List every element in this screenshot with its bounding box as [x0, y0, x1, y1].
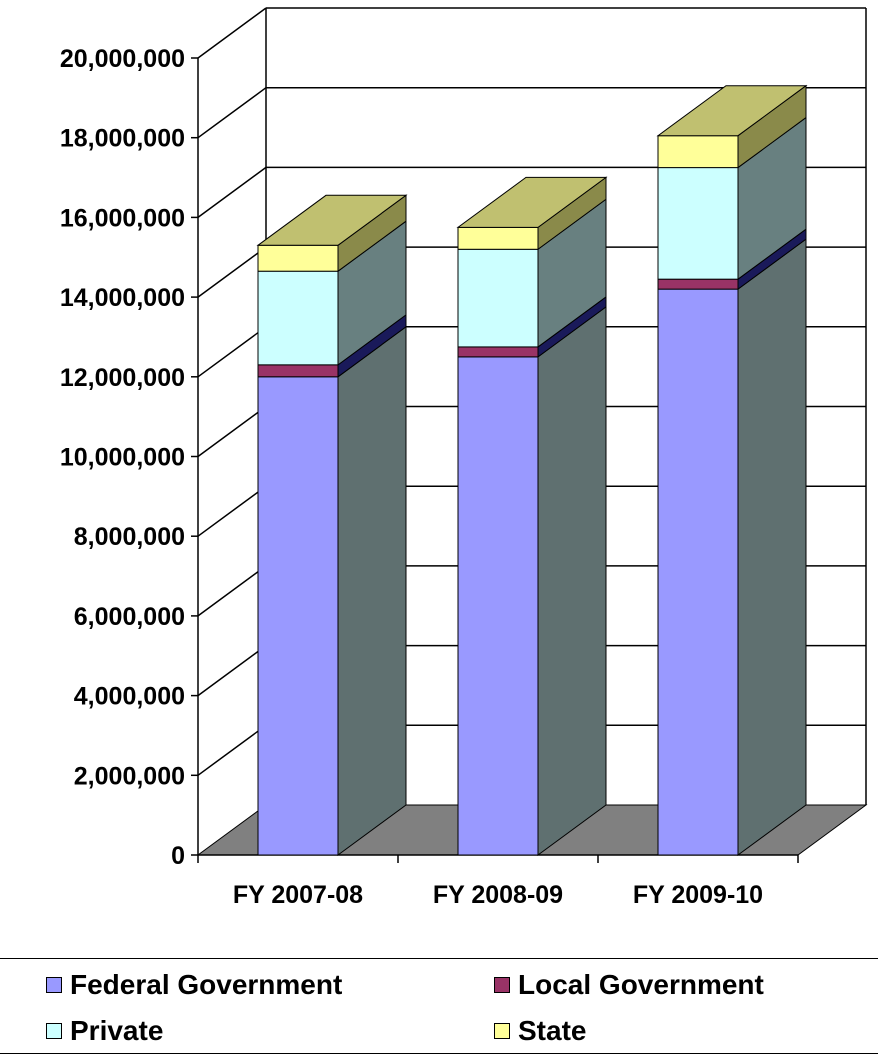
- bar-segment-federal-government: [657, 288, 739, 856]
- chart-bars: [256, 84, 808, 856]
- legend-item-private: Private: [46, 1015, 163, 1047]
- bar-segment-private: [457, 248, 539, 348]
- y-tick-label: 10,000,000: [60, 444, 185, 472]
- bar-segment-local-government: [457, 346, 539, 358]
- bar-top-face: [456, 176, 608, 228]
- side-gridline: [197, 246, 267, 298]
- bar-segment-state: [257, 244, 339, 272]
- legend-label: Private: [70, 1015, 164, 1046]
- legend-label: Local Government: [518, 969, 764, 1000]
- legend-swatch-federal-government: [46, 977, 62, 993]
- bar-stack: [456, 176, 608, 856]
- bar-segment-state: [657, 135, 739, 169]
- side-gridline: [197, 724, 267, 776]
- bar-segment-federal-government-side: [737, 238, 807, 856]
- y-tick-label: 12,000,000: [60, 364, 185, 392]
- side-gridline: [197, 7, 267, 59]
- bar-segment-federal-government-side: [337, 325, 407, 856]
- bar-stack: [256, 194, 408, 856]
- side-gridline: [197, 166, 267, 219]
- bar-segment-private: [657, 167, 739, 280]
- y-tick-label: 20,000,000: [60, 45, 185, 73]
- y-tick-label: 8,000,000: [74, 523, 185, 551]
- y-tick-label: 16,000,000: [60, 204, 185, 232]
- legend-label: State: [518, 1015, 587, 1046]
- y-tick-label: 4,000,000: [74, 683, 185, 711]
- bar-segment-local-government: [257, 364, 339, 378]
- x-tick-label: FY 2009-10: [633, 881, 763, 909]
- bar-segment-federal-government: [457, 356, 539, 856]
- side-gridline: [197, 326, 267, 378]
- legend-label: Federal Government: [70, 969, 343, 1000]
- y-tick-label: 18,000,000: [60, 125, 185, 153]
- legend-item-state: State: [494, 1015, 586, 1047]
- side-gridline: [197, 87, 267, 139]
- y-tick-label: 6,000,000: [74, 603, 185, 631]
- bar-top-face: [656, 85, 808, 137]
- legend-swatch-state: [494, 1023, 510, 1039]
- legend-swatch-local-government: [494, 977, 510, 993]
- bar-top-face: [256, 194, 408, 246]
- bar-segment-private: [257, 270, 339, 366]
- bar-stack: [656, 84, 808, 856]
- side-gridline: [197, 565, 267, 617]
- bar-segment-federal-government-side: [537, 305, 607, 856]
- legend-swatch-private: [46, 1023, 62, 1039]
- stacked-3d-bar-chart: 0 2,000,000 4,000,000 6,000,000 8,000,000 10,…: [60, 7, 868, 909]
- bar-segment-federal-government: [257, 376, 339, 856]
- side-gridline: [197, 644, 267, 697]
- y-tick-label: 0: [171, 842, 185, 870]
- y-tick-label: 2,000,000: [74, 762, 185, 790]
- legend-item-local-government: Local Government: [494, 969, 764, 1001]
- x-tick-label: FY 2007-08: [233, 881, 363, 909]
- bar-segment-state: [457, 226, 539, 250]
- side-gridline: [197, 405, 267, 458]
- chart-legend: Federal Government Local Government Priv…: [0, 958, 878, 1054]
- chart-labels: 0 2,000,000 4,000,000 6,000,000 8,000,000 10,…: [60, 45, 763, 909]
- side-gridline: [197, 485, 267, 537]
- legend-item-federal-government: Federal Government: [46, 969, 342, 1001]
- x-tick-label: FY 2008-09: [433, 881, 563, 909]
- y-tick-label: 14,000,000: [60, 284, 185, 312]
- bar-segment-local-government: [657, 278, 739, 290]
